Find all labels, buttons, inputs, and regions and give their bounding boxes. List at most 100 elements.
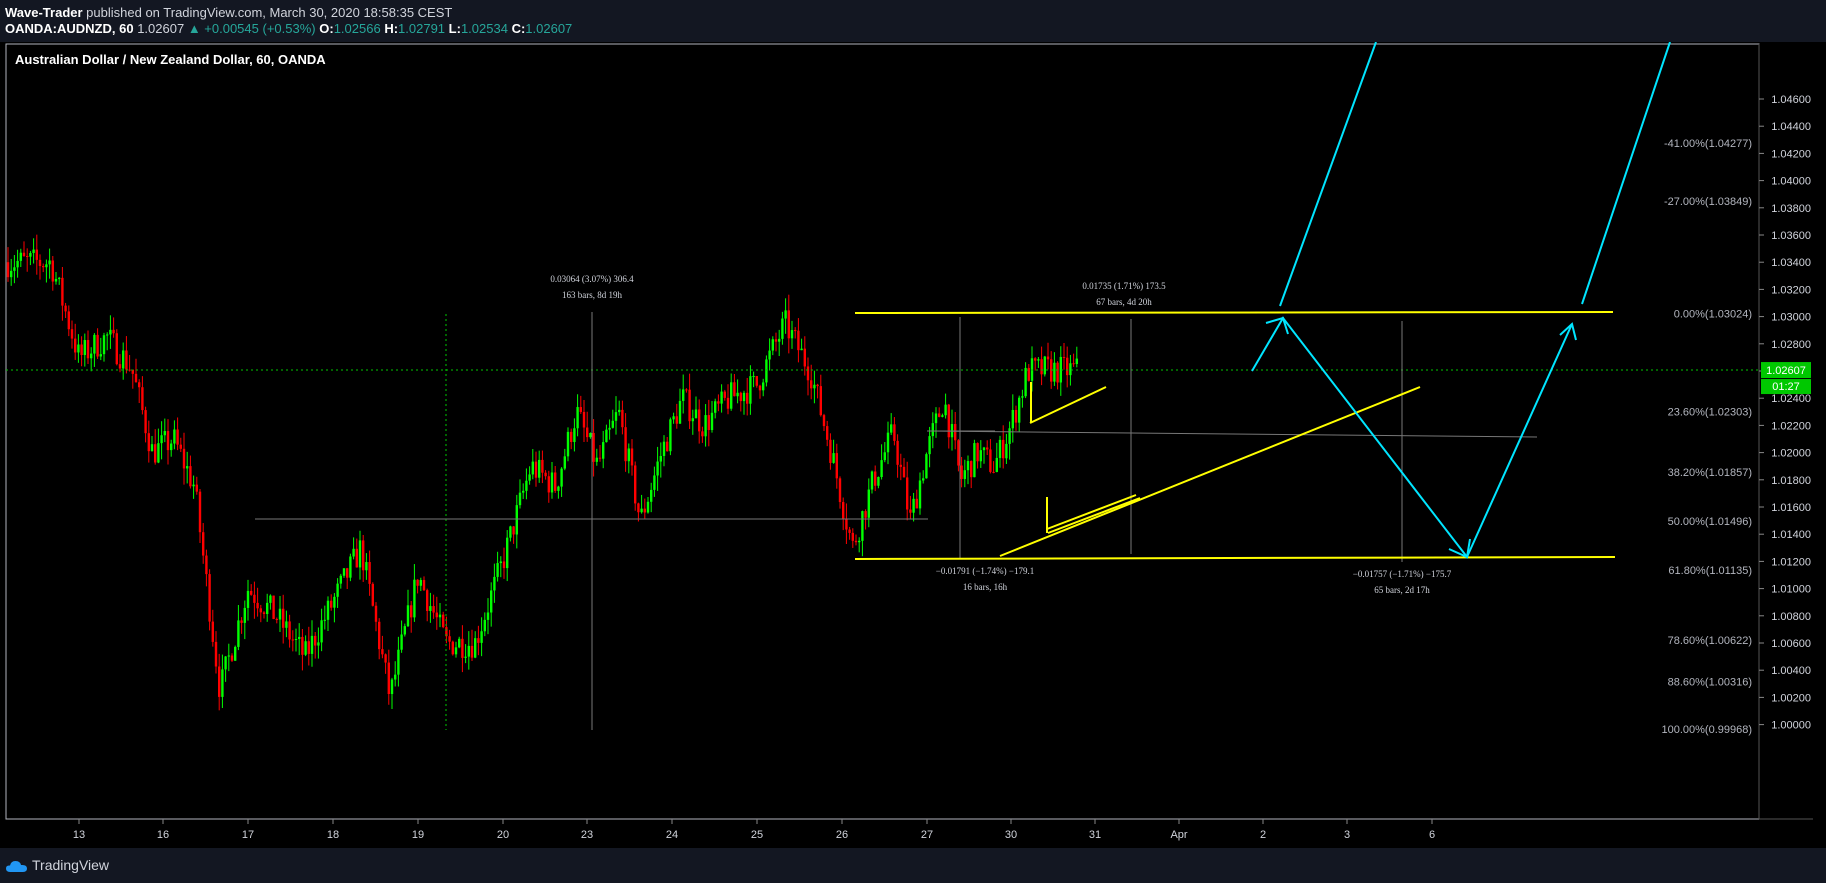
- y-tick-label: 1.04600: [1771, 94, 1811, 106]
- candle-body: [362, 540, 365, 571]
- candle-body: [659, 455, 662, 462]
- candle-body: [294, 638, 298, 640]
- candle-body: [1056, 362, 1059, 383]
- candle-body: [867, 489, 870, 518]
- candle-body: [970, 461, 973, 478]
- candle-body: [227, 655, 230, 657]
- candle-body: [266, 602, 269, 615]
- candle-body: [685, 389, 688, 391]
- cloud-icon: [6, 861, 27, 873]
- candle-body: [419, 580, 422, 586]
- candle-body: [1040, 359, 1043, 375]
- candle-body: [26, 255, 29, 257]
- candle-body: [672, 416, 675, 420]
- candle-body: [762, 382, 765, 391]
- y-tick-label: 1.02400: [1771, 393, 1811, 405]
- candle-body: [1018, 397, 1021, 423]
- fib-level-label: 61.80%(1.01135): [1668, 565, 1752, 577]
- candle-body: [38, 259, 42, 267]
- candle-body: [29, 253, 32, 257]
- candle-body: [262, 612, 266, 615]
- price-change: ▲ +0.00545 (+0.53%): [187, 21, 316, 36]
- time-axis[interactable]: 13 16 17 18 19 20 23 24 25 26 27 30 31 Apr 2 3 6: [73, 819, 1435, 841]
- candle-body: [128, 369, 131, 371]
- candle-body: [138, 382, 141, 388]
- candle-body: [141, 387, 144, 411]
- candle-body: [374, 605, 378, 622]
- candle-body: [102, 335, 106, 355]
- candle-body: [864, 511, 867, 518]
- candle-body: [176, 429, 179, 445]
- measurement-value: −0.01791 (−1.74%) −179.1: [936, 566, 1034, 576]
- candle-body: [893, 424, 896, 441]
- candle-body: [435, 612, 438, 618]
- candle-body: [45, 264, 48, 268]
- candle-body: [1075, 358, 1078, 364]
- measurement-bars: 67 bars, 4d 20h: [1096, 297, 1152, 307]
- candle-body: [323, 619, 326, 621]
- low-label: L:: [448, 21, 461, 36]
- x-tick-label: 25: [751, 829, 763, 841]
- candle-body: [918, 480, 922, 509]
- candle-body: [83, 340, 86, 356]
- fib-level-label: 38.20%(1.01857): [1668, 467, 1752, 479]
- candle-body: [467, 645, 470, 657]
- candle-body: [755, 376, 758, 386]
- candle-body: [70, 329, 74, 339]
- candle-body: [182, 448, 186, 469]
- price-axis[interactable]: 1.04600 1.04400 1.04200 1.04000 1.03800 1.036…: [1759, 94, 1811, 732]
- candle-body: [221, 669, 224, 697]
- symbol-label: OANDA:AUDNZD, 60: [5, 21, 134, 36]
- candle-body: [19, 252, 22, 261]
- tradingview-logo[interactable]: TradingView: [6, 857, 109, 873]
- candle-body: [595, 457, 598, 462]
- candle-body: [234, 646, 237, 661]
- candle-body: [666, 441, 669, 452]
- candle-body: [717, 401, 720, 404]
- candle-body: [173, 429, 176, 444]
- last-price-box: [1761, 362, 1811, 379]
- fib-level-label: -41.00%(1.04277): [1664, 138, 1752, 150]
- pattern-line: [1029, 386, 1107, 424]
- chart-border: [5, 43, 1760, 820]
- candle-body: [157, 443, 160, 463]
- candle-body: [835, 453, 838, 479]
- publish-info: Wave-Trader published on TradingView.com…: [5, 5, 452, 20]
- candle-body: [653, 475, 656, 490]
- candle-body: [214, 641, 218, 667]
- close-label: C:: [511, 21, 526, 36]
- candle-body: [253, 594, 256, 603]
- candle-body: [90, 353, 93, 359]
- candle-body: [400, 634, 403, 650]
- candle-body: [870, 471, 874, 490]
- candle-body: [730, 382, 733, 409]
- x-tick-label: 20: [497, 829, 509, 841]
- candle-body: [784, 310, 787, 319]
- candle-body: [429, 606, 432, 611]
- measurement-value: 0.03064 (3.07%) 306.4: [550, 274, 634, 284]
- candle-body: [966, 461, 970, 471]
- candle-body: [125, 350, 128, 370]
- candle-body: [662, 441, 666, 456]
- candle-body: [998, 439, 1002, 458]
- candle-body: [637, 503, 640, 513]
- candle-body: [848, 529, 851, 533]
- y-tick-label: 1.02800: [1771, 339, 1811, 351]
- candle-body: [224, 656, 227, 670]
- candle-body: [1008, 428, 1011, 444]
- drawings-layer: [6, 42, 1759, 730]
- author-name[interactable]: Wave-Trader: [5, 5, 83, 20]
- y-tick-label: 1.03000: [1771, 312, 1811, 324]
- x-tick-label: 24: [666, 829, 678, 841]
- close-value: 1.02607: [525, 21, 573, 36]
- candle-body: [454, 647, 458, 655]
- candle-body: [1053, 362, 1056, 382]
- x-tick-label: 2: [1260, 829, 1266, 841]
- candle-body: [586, 427, 589, 438]
- candle-body: [403, 626, 406, 635]
- candle-body: [675, 416, 678, 424]
- x-tick-label: 31: [1089, 829, 1101, 841]
- candle-body: [256, 602, 259, 609]
- candle-body: [550, 472, 554, 493]
- price-chart[interactable]: Australian Dollar / New Zealand Dollar, …: [0, 42, 1826, 848]
